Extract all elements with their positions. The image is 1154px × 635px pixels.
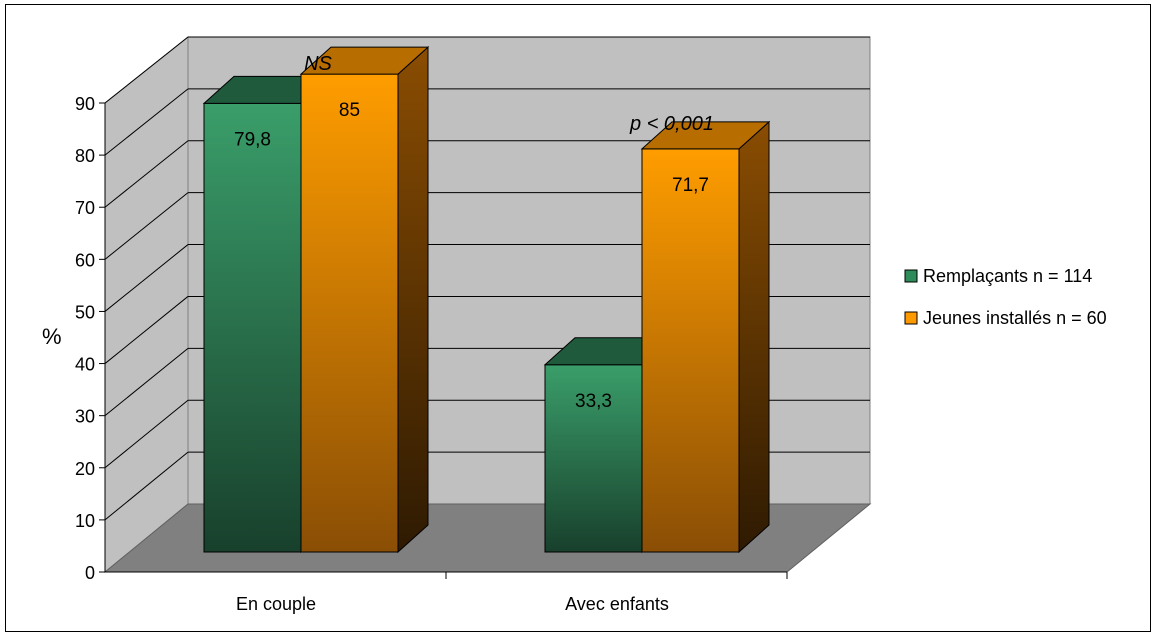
y-tick-label: 80 bbox=[75, 146, 95, 166]
y-axis: 0 10 20 30 40 50 60 70 80 90 bbox=[75, 94, 788, 583]
y-tick-label: 90 bbox=[75, 94, 95, 114]
data-label: 33,3 bbox=[575, 391, 612, 412]
bar-front bbox=[203, 102, 302, 553]
gridline-side bbox=[104, 296, 189, 364]
side-wall bbox=[104, 35, 189, 574]
y-tick-label: 20 bbox=[75, 459, 95, 479]
gridline-side bbox=[104, 451, 189, 521]
annotation-ns: NS bbox=[304, 53, 332, 75]
gridline-side bbox=[104, 399, 189, 469]
bar-side bbox=[397, 45, 429, 554]
bar bbox=[640, 120, 771, 554]
bar-top bbox=[299, 46, 430, 75]
y-axis-title: % bbox=[42, 324, 62, 349]
legend-swatch-series-2 bbox=[904, 311, 918, 325]
gridline-side bbox=[104, 244, 189, 312]
y-tick-label: 50 bbox=[75, 302, 95, 322]
y-tick-label: 60 bbox=[75, 250, 95, 270]
bar-front bbox=[300, 73, 399, 553]
data-label: 79,8 bbox=[234, 129, 271, 150]
bar-side bbox=[738, 120, 770, 554]
gridline-side bbox=[104, 140, 189, 208]
bars bbox=[202, 45, 771, 554]
bar bbox=[299, 45, 430, 554]
gridline-side bbox=[104, 192, 189, 260]
bar-top bbox=[640, 121, 771, 150]
legend-swatch-series-1 bbox=[904, 269, 918, 283]
legend: Remplaçants n = 114 Jeunes installés n =… bbox=[904, 266, 1107, 328]
y-tick-label: 40 bbox=[75, 355, 95, 375]
legend-label: Remplaçants n = 114 bbox=[923, 266, 1092, 286]
y-tick-label: 0 bbox=[85, 563, 95, 583]
legend-label: Jeunes installés n = 60 bbox=[923, 308, 1107, 328]
x-tick-label: En couple bbox=[236, 594, 316, 614]
bar-front bbox=[641, 148, 740, 553]
gridline-side bbox=[104, 347, 189, 417]
gridline-side bbox=[104, 88, 189, 156]
y-tick-label: 30 bbox=[75, 407, 95, 427]
annotation-p-value: p < 0,001 bbox=[629, 113, 714, 135]
data-labels: 79,8 85 33,3 71,7 bbox=[234, 100, 709, 412]
gridline-side bbox=[104, 36, 189, 104]
y-tick-label: 10 bbox=[75, 511, 95, 531]
data-label: 71,7 bbox=[672, 175, 709, 196]
chart-frame bbox=[5, 4, 1151, 632]
x-tick-label: Avec enfants bbox=[565, 594, 669, 614]
data-label: 85 bbox=[339, 100, 360, 121]
y-tick-label: 70 bbox=[75, 198, 95, 218]
